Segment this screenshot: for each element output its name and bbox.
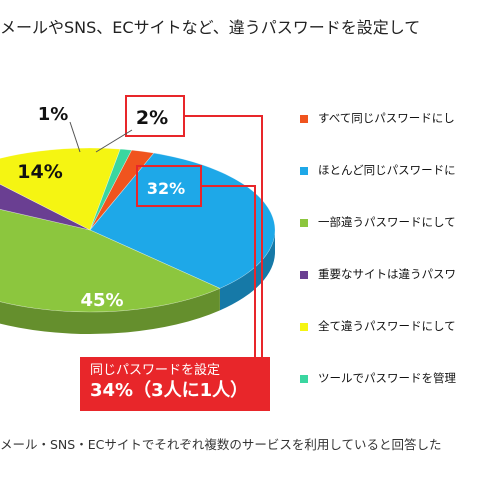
pie-slice-side: [0, 288, 220, 334]
legend-label: ツールでパスワードを管理: [318, 371, 456, 385]
leader-line-1pct: [69, 121, 81, 153]
pie-slice: [89, 148, 133, 231]
legend-swatch: [300, 323, 308, 331]
pie-label: 32%: [147, 179, 185, 198]
legend-swatch: [300, 219, 308, 227]
pie-label: 14%: [17, 161, 62, 183]
legend-swatch: [300, 375, 308, 383]
leader-line-2pct: [95, 129, 133, 153]
pie-label: 2%: [136, 107, 168, 129]
legend-label: ほとんど同じパスワードに: [318, 163, 456, 177]
pie-slice: [0, 209, 221, 313]
highlight-value: 34%（3人に1人）: [90, 380, 249, 401]
chart-title: メールやSNS、ECサイトなど、違うパスワードを設定して: [0, 18, 421, 37]
footnote: メール・SNS・ECサイトでそれぞれ複数のサービスを利用していると回答した: [0, 437, 442, 452]
pie-slice-side: [219, 230, 275, 311]
pie-label: 45%: [80, 290, 123, 311]
legend-label: 重要なサイトは違うパスワ: [318, 267, 456, 281]
legend-label: 一部違うパスワードにして: [318, 215, 456, 229]
highlight-text: 同じパスワードを設定: [90, 363, 221, 378]
legend-swatch: [300, 115, 308, 123]
legend-label: すべて同じパスワードにし: [318, 111, 455, 125]
legend-label: 全て違うパスワードにして: [318, 319, 456, 333]
highlight-box: 同じパスワードを設定 34%（3人に1人）: [80, 357, 270, 411]
legend-swatch: [300, 271, 308, 279]
pie-label: 1%: [38, 104, 69, 125]
pie-slice: [0, 147, 121, 231]
legend-swatch: [300, 167, 308, 175]
callout-line: [201, 185, 256, 357]
callout-line: [184, 115, 263, 357]
